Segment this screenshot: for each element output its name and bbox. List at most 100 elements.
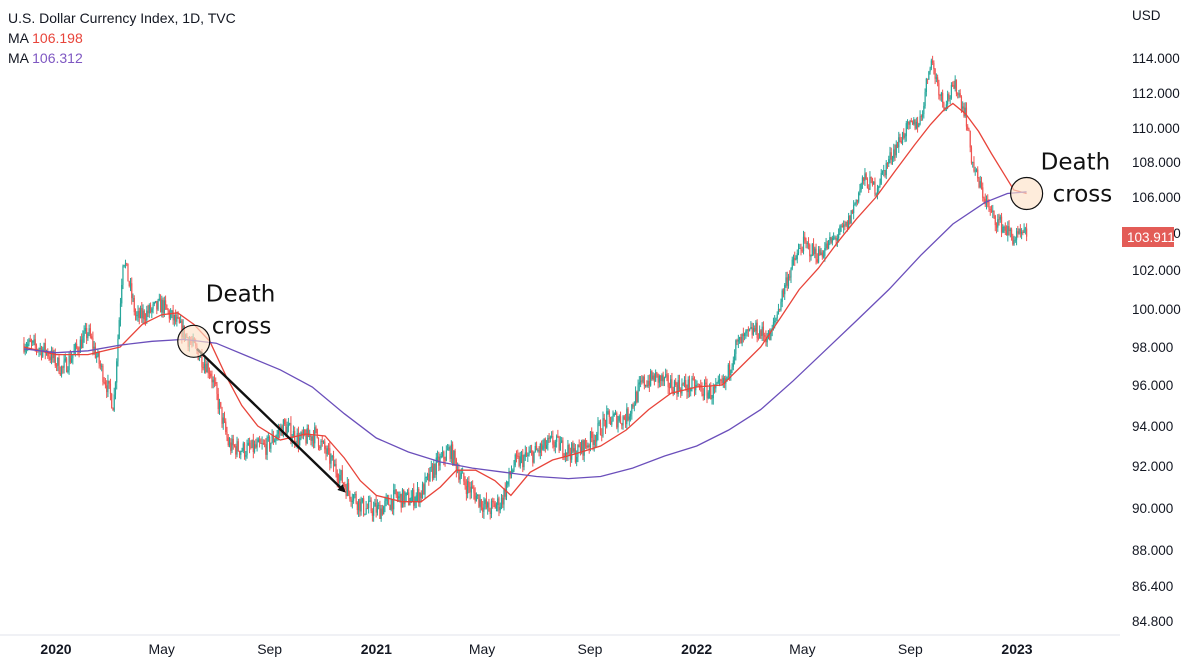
candle-body <box>764 335 766 337</box>
ma-long-legend: MA 106.312 <box>8 48 236 68</box>
candle-body <box>356 502 358 511</box>
candle-body <box>839 226 841 235</box>
candle-body <box>784 284 786 295</box>
price-axis[interactable]: 84.800 86.400 88.000 90.000 92.000 94.000 96.0… <box>1132 51 1181 629</box>
candle-body <box>67 370 69 372</box>
candle-body <box>415 495 417 501</box>
candle-body <box>851 210 854 214</box>
candle-body <box>914 119 916 129</box>
y-tick-label: 98.000 <box>1132 340 1173 355</box>
candle-body <box>834 237 836 239</box>
candle-body <box>945 104 947 108</box>
candle-body <box>919 116 921 125</box>
candle-body <box>593 439 595 446</box>
ma-long-label: MA <box>8 50 29 66</box>
candle-body <box>789 276 791 278</box>
candle-body <box>441 451 444 457</box>
candle-body <box>30 341 33 343</box>
y-tick-label: 114.000 <box>1132 51 1180 66</box>
candle-body <box>938 83 940 96</box>
candle-body <box>998 219 1000 220</box>
candle-body <box>257 439 259 443</box>
candle-body <box>172 310 174 321</box>
candle-body <box>880 172 882 184</box>
candle-body <box>608 411 610 417</box>
candle-body <box>618 416 620 421</box>
candle-body <box>503 488 505 505</box>
candle-body <box>337 480 340 484</box>
candle-body <box>69 355 71 363</box>
candle-body <box>780 301 782 310</box>
candle-body <box>642 376 644 382</box>
candle-body <box>366 508 368 509</box>
candle-body <box>760 330 762 336</box>
y-tick-label: 96.000 <box>1132 378 1173 393</box>
candle-body <box>292 430 295 438</box>
candle-body <box>114 382 117 395</box>
candle-body <box>779 309 781 310</box>
candle-body <box>614 413 617 414</box>
candle-body <box>261 443 263 445</box>
candle-body <box>220 402 222 408</box>
candle-body <box>178 317 180 323</box>
candle-body <box>43 343 45 350</box>
candle-body <box>870 177 872 179</box>
candle-body <box>547 437 549 446</box>
candle-body <box>983 197 985 199</box>
candle-body <box>591 431 593 438</box>
candle-body <box>559 442 561 451</box>
candle-body <box>554 441 556 447</box>
time-axis[interactable]: 2020 May Sep 2021 May Sep 2022 May Sep 2023 <box>40 641 1032 657</box>
candle-body <box>116 361 118 383</box>
candle-body <box>420 493 422 499</box>
death-cross-circle <box>177 324 211 358</box>
ma-long-value: 106.312 <box>32 50 83 66</box>
candle-body <box>979 181 981 188</box>
candle-body <box>376 505 378 513</box>
candle-body <box>715 384 717 389</box>
candle-body <box>530 450 533 452</box>
candle-body <box>825 243 827 249</box>
candle-body <box>796 253 798 260</box>
candle-body <box>933 62 935 69</box>
candle-body <box>235 446 237 455</box>
candle-body <box>540 443 543 450</box>
candle-body <box>696 384 698 386</box>
candle-body <box>997 219 999 228</box>
candle-body <box>1019 228 1021 234</box>
candle-body <box>957 93 959 95</box>
candle-body <box>626 408 628 425</box>
candle-body <box>599 422 602 436</box>
candle-body <box>208 373 211 374</box>
candle-body <box>74 343 76 351</box>
candle-body <box>955 79 958 94</box>
candle-body <box>459 476 461 480</box>
candle-body <box>299 437 301 446</box>
candle-body <box>770 329 772 341</box>
candle-body <box>896 144 899 148</box>
candle-body <box>88 328 90 334</box>
candle-body <box>583 440 585 456</box>
candle-body <box>87 333 89 339</box>
candle-body <box>408 492 410 505</box>
candle-body <box>332 456 335 467</box>
candle-body <box>835 237 837 241</box>
candle-body <box>168 310 170 319</box>
candle-body <box>535 446 538 451</box>
candle-body <box>351 500 353 502</box>
y-tick-label: 92.000 <box>1132 459 1173 474</box>
candle-body <box>274 440 276 443</box>
candle-body <box>354 493 356 496</box>
candle-body <box>921 114 924 117</box>
candle-body <box>202 367 204 369</box>
candle-body <box>344 484 346 487</box>
candle-body <box>255 444 257 448</box>
candle-body <box>93 346 95 349</box>
x-tick-label: 2020 <box>40 641 71 657</box>
candle-body <box>962 106 964 109</box>
ma-short-value: 106.198 <box>32 30 83 46</box>
candle-body <box>730 369 732 376</box>
candle-body <box>705 382 707 385</box>
candle-body <box>603 418 605 421</box>
